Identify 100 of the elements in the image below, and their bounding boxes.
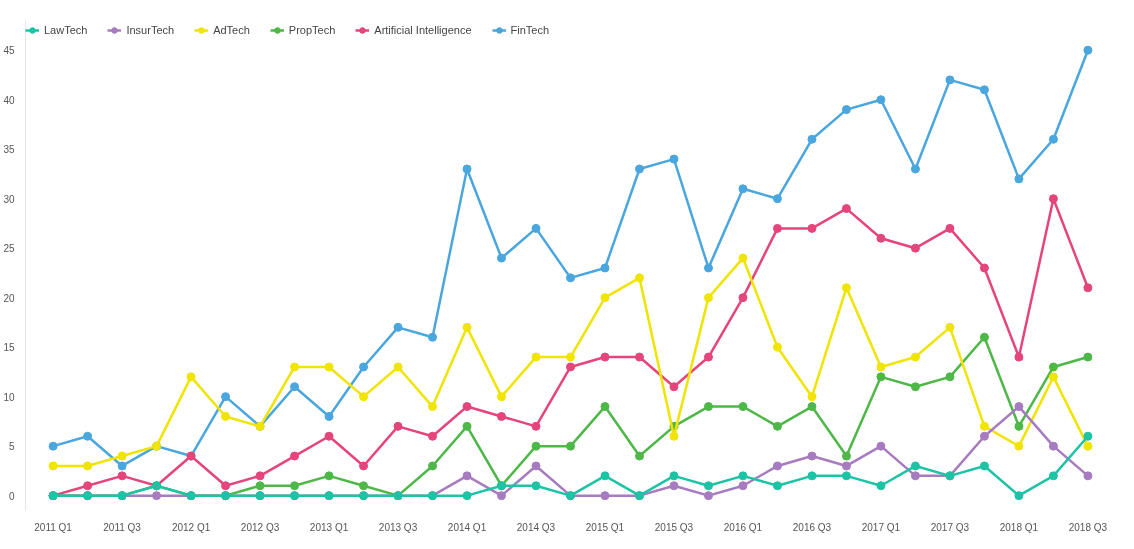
point — [807, 402, 817, 412]
point — [428, 332, 438, 342]
point — [186, 372, 196, 382]
point — [738, 481, 748, 491]
x-tick-label: 2014 Q1 — [447, 521, 487, 533]
point — [703, 402, 713, 412]
point — [531, 441, 541, 451]
x-tick-label: 2011 Q1 — [34, 521, 73, 533]
x-tick-label: 2018 Q3 — [1068, 521, 1108, 533]
point — [1048, 134, 1058, 144]
point — [841, 461, 851, 471]
y-tick-label: 35 — [3, 144, 15, 156]
point — [1014, 174, 1024, 184]
point — [1048, 441, 1058, 451]
point — [600, 471, 610, 481]
point — [1014, 402, 1024, 412]
legend-label: FinTech — [510, 24, 550, 36]
point — [738, 402, 748, 412]
point — [600, 352, 610, 362]
point — [531, 352, 541, 362]
y-tick-label: 20 — [3, 292, 15, 304]
y-tick-label: 25 — [3, 243, 15, 255]
point — [221, 392, 231, 402]
point — [497, 392, 507, 402]
point — [772, 194, 782, 204]
point — [152, 491, 162, 501]
point — [566, 362, 575, 372]
point — [497, 411, 507, 421]
x-tick-label: 2014 Q3 — [516, 521, 556, 533]
y-tick-label: 15 — [3, 342, 15, 354]
point — [462, 421, 472, 431]
point — [462, 322, 472, 332]
point — [1014, 421, 1024, 431]
point — [393, 362, 403, 372]
point — [566, 352, 575, 362]
point — [703, 263, 713, 273]
point — [1083, 431, 1093, 441]
point — [945, 75, 955, 85]
point — [1014, 352, 1024, 362]
point — [48, 441, 58, 451]
point — [979, 421, 989, 431]
point — [910, 461, 920, 471]
point — [290, 451, 300, 461]
point — [772, 481, 782, 491]
point — [531, 481, 541, 491]
point — [1014, 441, 1024, 451]
point — [359, 392, 369, 402]
point — [531, 461, 541, 471]
point — [979, 332, 989, 342]
point — [359, 461, 369, 471]
point — [841, 283, 851, 293]
y-tick-label: 10 — [3, 391, 15, 403]
point — [497, 253, 507, 263]
point — [255, 471, 265, 481]
point — [1048, 194, 1058, 204]
x-tick-label: 2012 Q1 — [171, 521, 211, 533]
point — [600, 402, 610, 412]
point — [1048, 372, 1058, 382]
point — [462, 402, 472, 412]
point — [1083, 352, 1093, 362]
point — [876, 95, 886, 105]
point — [703, 481, 713, 491]
point — [703, 491, 713, 501]
x-tick-label: 2017 Q3 — [930, 521, 970, 533]
point — [324, 362, 334, 372]
x-tick-label: 2016 Q1 — [723, 521, 763, 533]
point — [841, 204, 851, 214]
y-tick-label: 40 — [3, 94, 15, 106]
x-tick-label: 2012 Q3 — [240, 521, 280, 533]
point — [462, 491, 472, 501]
point — [669, 481, 679, 491]
x-tick-label: 2011 Q3 — [103, 521, 142, 533]
point — [1083, 283, 1093, 293]
point — [876, 441, 886, 451]
point — [807, 223, 817, 233]
point — [359, 481, 369, 491]
point — [669, 154, 679, 164]
point — [117, 471, 127, 481]
point — [945, 223, 955, 233]
point — [876, 233, 886, 243]
point — [1083, 471, 1093, 481]
point — [428, 461, 438, 471]
point — [600, 263, 610, 273]
point — [117, 461, 127, 471]
point — [1083, 45, 1093, 55]
point — [910, 382, 920, 392]
point — [979, 263, 989, 273]
point — [290, 362, 300, 372]
point — [1048, 471, 1058, 481]
point — [83, 461, 93, 471]
point — [255, 481, 265, 491]
point — [566, 441, 575, 451]
point — [497, 491, 507, 501]
point — [48, 461, 58, 471]
point — [910, 471, 920, 481]
point — [841, 451, 851, 461]
y-tick-label: 0 — [8, 490, 15, 502]
point — [600, 491, 610, 501]
point — [531, 421, 541, 431]
point — [807, 471, 817, 481]
